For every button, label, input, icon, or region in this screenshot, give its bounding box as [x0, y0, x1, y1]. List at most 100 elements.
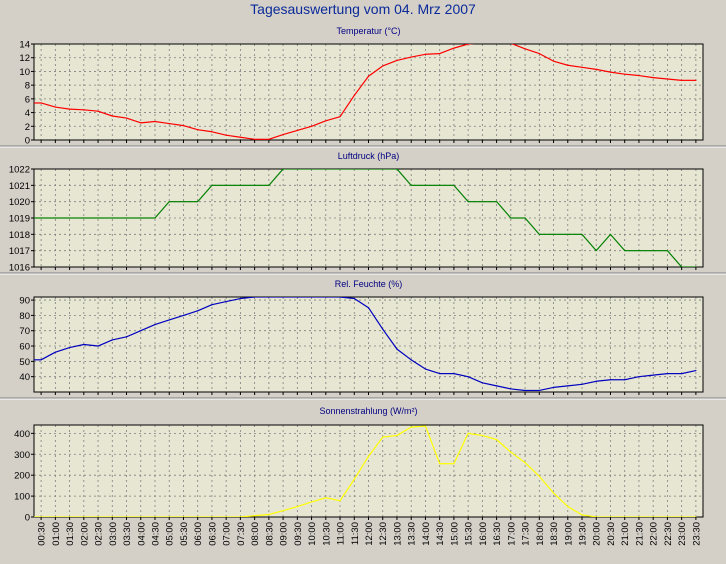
data-point [282, 169, 284, 170]
x-tick-label: 20:30 [606, 522, 617, 546]
series-segment [524, 48, 540, 55]
data-point [581, 66, 583, 68]
series-segment [553, 385, 568, 388]
series-segment [453, 44, 469, 49]
series-segment [638, 74, 654, 79]
data-point [54, 351, 56, 353]
y-tick-label: 14 [19, 40, 30, 51]
series-segment [439, 47, 455, 55]
data-point [282, 297, 284, 298]
data-point [83, 217, 85, 219]
x-tick-label: 13:30 [407, 522, 418, 546]
data-point [695, 516, 697, 517]
data-point [140, 516, 142, 517]
data-point [268, 138, 270, 140]
data-point [282, 510, 284, 512]
data-point [197, 129, 199, 131]
chart-panel-1: Temperatur (°C) 0 2 4 6 8 10 12 14 [0, 26, 726, 148]
data-point [211, 516, 213, 517]
y-tick-label: 1018 [9, 230, 30, 241]
x-tick-label: 17:30 [521, 522, 532, 546]
data-point [254, 515, 256, 517]
series-segment [524, 462, 540, 477]
data-point [68, 108, 71, 110]
data-point [68, 217, 71, 219]
data-point [552, 492, 555, 494]
chart-panel-3: Rel. Feuchte (%) 40 50 60 70 80 90 [0, 279, 726, 400]
series-segment [69, 108, 84, 111]
data-point [481, 201, 483, 203]
x-tick-label: 15:00 [449, 522, 460, 546]
data-point [239, 136, 241, 138]
data-point [595, 250, 597, 252]
series-segment [325, 116, 341, 122]
x-tick-label: 05:00 [165, 522, 176, 546]
series-segment [112, 336, 127, 341]
series-segment [83, 343, 99, 347]
series-segment [496, 201, 512, 219]
data-point [40, 516, 42, 517]
page-title: Tagesauswertung vom 04. Mrz 2007 [250, 1, 476, 17]
x-tick-label: 01:00 [51, 522, 62, 546]
x-tick-label: 16:00 [478, 522, 489, 546]
data-point [182, 516, 185, 517]
x-tick-label: 12:30 [378, 522, 389, 546]
series-segment [496, 385, 511, 390]
series-segment [510, 388, 526, 392]
series-segment [653, 373, 668, 376]
data-point [211, 304, 213, 306]
series-segment [410, 359, 426, 370]
data-point [666, 373, 669, 375]
data-point [68, 346, 71, 349]
data-point [225, 184, 227, 186]
x-tick-label: 07:30 [236, 522, 247, 546]
series-line [34, 297, 697, 392]
data-point [439, 53, 441, 55]
x-tick-label: 22:30 [663, 522, 674, 546]
data-point [296, 505, 298, 508]
data-point [681, 373, 683, 375]
data-point [54, 106, 56, 108]
chart-title: Temperatur (°C) [336, 26, 400, 36]
data-point [382, 436, 384, 438]
x-tick-label: 21:00 [620, 522, 631, 546]
data-point [552, 60, 555, 62]
series-segment [339, 95, 355, 118]
data-point [211, 131, 213, 133]
data-point [54, 516, 56, 517]
x-tick-label: 23:30 [691, 522, 702, 546]
data-point [624, 250, 626, 252]
data-point [268, 297, 270, 298]
series-segment [396, 169, 412, 186]
series-segment [311, 497, 326, 503]
chart-title: Rel. Feuchte (%) [335, 279, 403, 289]
data-point [239, 516, 241, 517]
x-tick-label: 19:30 [578, 522, 589, 546]
data-point [268, 513, 270, 516]
series-segment [595, 233, 611, 252]
series-segment [610, 233, 626, 252]
data-point [424, 425, 427, 427]
data-point [111, 516, 113, 517]
data-point [140, 122, 142, 124]
data-point [439, 373, 441, 375]
series-segment [382, 434, 398, 438]
chart-panel-4: Sonnenstrahlung (W/m²) 0 100 200 300 400 [14, 406, 704, 524]
data-point [367, 307, 370, 309]
series-segment [553, 60, 568, 66]
series-segment [211, 301, 227, 306]
series-segment [482, 382, 497, 387]
data-point [111, 115, 113, 117]
data-point [111, 339, 113, 341]
series-segment [169, 314, 184, 321]
data-point [510, 451, 512, 453]
x-tick-label: 20:00 [592, 522, 603, 546]
x-tick-label: 12:00 [364, 522, 375, 546]
data-point [424, 53, 427, 55]
series-segment [197, 184, 213, 203]
data-point [624, 379, 626, 381]
series-segment [581, 66, 597, 70]
x-tick-label: 18:00 [535, 522, 546, 546]
series-segment [496, 439, 512, 453]
series-segment [482, 434, 497, 441]
